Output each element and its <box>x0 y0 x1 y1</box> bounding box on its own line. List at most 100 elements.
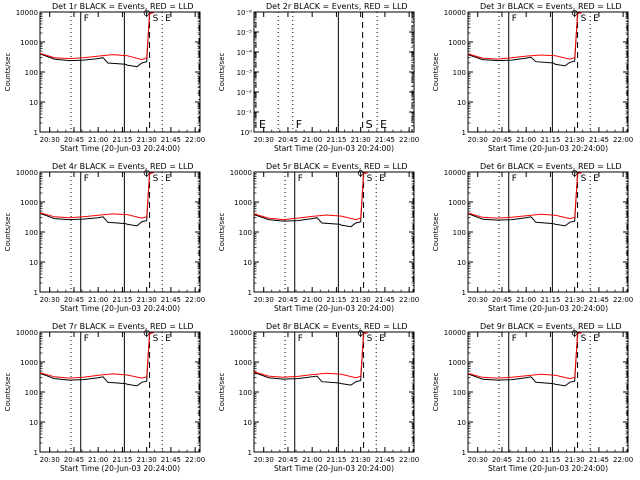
event-marker-label: E <box>593 14 599 24</box>
events-series-line <box>39 332 154 387</box>
y-tick-label: 10000 <box>16 329 38 337</box>
y-tick-label: 100 <box>25 69 38 77</box>
x-tick-label: 21:15 <box>540 296 560 304</box>
y-tick-label: 10 <box>243 419 252 427</box>
peak-marker <box>571 170 578 176</box>
event-marker-label: S <box>581 14 587 24</box>
y-tick-label: 100 <box>25 389 38 397</box>
x-tick-label: 21:15 <box>326 136 346 144</box>
lld-series-line <box>467 12 582 60</box>
y-tick-label: 100 <box>453 229 466 237</box>
y-axis-label: Counts/sec <box>4 373 12 412</box>
x-tick-label: 22:00 <box>185 136 205 144</box>
x-tick-label: 21:00 <box>302 296 322 304</box>
x-tick-label: 20:45 <box>278 136 298 144</box>
x-tick-label: 21:45 <box>375 136 395 144</box>
x-tick-label: 21:45 <box>589 456 609 464</box>
x-tick-label: 20:30 <box>254 456 274 464</box>
event-marker-label: E <box>593 334 599 344</box>
x-tick-label: 21:45 <box>589 296 609 304</box>
peak-marker <box>357 170 364 176</box>
event-marker-label: S <box>153 174 159 184</box>
event-marker-label: F <box>84 174 89 184</box>
plot-frame <box>39 11 201 133</box>
y-axis-label: Counts/sec <box>218 53 226 92</box>
x-tick-label: 20:45 <box>278 456 298 464</box>
events-series-line <box>467 172 582 227</box>
x-tick-label: 21:45 <box>161 456 181 464</box>
x-tick-label: 22:00 <box>185 456 205 464</box>
event-marker-label: S <box>366 118 373 131</box>
event-marker-label: S <box>581 334 587 344</box>
detector-panel-9: Det 9r BLACK = Events, RED = LLD Counts/s… <box>432 322 633 473</box>
y-tick-label: 100 <box>239 389 252 397</box>
event-marker-label: F <box>84 334 89 344</box>
y-tick-label: 1 <box>248 449 252 457</box>
y-axis-label: Counts/sec <box>432 213 440 252</box>
x-tick-label: 21:15 <box>112 296 132 304</box>
x-tick-label: 20:30 <box>40 136 60 144</box>
y-tick-label: 10 <box>29 259 38 267</box>
x-tick-label: 22:00 <box>613 296 633 304</box>
plot-frame <box>39 331 201 453</box>
y-tick-label: 10⁻⁴ <box>237 49 253 57</box>
x-tick-label: 21:30 <box>137 296 157 304</box>
x-tick-label: 21:45 <box>161 136 181 144</box>
x-tick-label: 21:00 <box>516 456 536 464</box>
x-tick-label: 21:00 <box>302 456 322 464</box>
peak-marker <box>143 10 150 16</box>
y-tick-label: 10⁻⁶ <box>237 9 253 17</box>
lld-series-line <box>39 12 154 61</box>
x-tick-label: 21:30 <box>565 296 585 304</box>
y-tick-label: 10⁻³ <box>237 69 253 77</box>
x-axis-label: Start Time (20-Jun-03 20:24:00) <box>488 464 608 473</box>
y-axis-label: Counts/sec <box>4 213 12 252</box>
y-tick-label: 10 <box>29 419 38 427</box>
x-axis-label: Start Time (20-Jun-03 20:24:00) <box>274 464 394 473</box>
x-tick-label: 20:45 <box>64 296 84 304</box>
y-tick-label: 10000 <box>230 329 252 337</box>
panel-title: Det 2r BLACK = Events, RED = LLD <box>266 2 408 11</box>
y-tick-label: 1 <box>462 289 466 297</box>
events-series-line <box>253 172 368 228</box>
x-tick-label: 22:00 <box>399 296 419 304</box>
event-marker-label: E <box>379 334 385 344</box>
events-series-line <box>253 332 368 386</box>
event-marker-label: S <box>367 334 373 344</box>
y-tick-label: 10000 <box>444 329 466 337</box>
events-series-line <box>39 12 154 68</box>
x-tick-label: 20:45 <box>492 136 512 144</box>
y-tick-label: 10⁻² <box>237 89 253 97</box>
y-tick-label: 10000 <box>444 9 466 17</box>
x-tick-label: 21:00 <box>88 296 108 304</box>
lld-series-line <box>39 172 154 219</box>
x-tick-label: 22:00 <box>613 456 633 464</box>
event-marker-label: E <box>380 118 387 131</box>
x-axis-label: Start Time (20-Jun-03 20:24:00) <box>488 304 608 313</box>
x-tick-label: 21:00 <box>302 136 322 144</box>
plot-frame <box>253 171 415 293</box>
y-tick-label: 10 <box>457 419 466 427</box>
panel-title: Det 5r BLACK = Events, RED = LLD <box>266 162 408 171</box>
x-tick-label: 20:30 <box>468 456 488 464</box>
x-tick-label: 20:45 <box>64 136 84 144</box>
event-marker-label: F <box>298 174 303 184</box>
y-tick-label: 10000 <box>444 169 466 177</box>
x-tick-label: 21:15 <box>112 456 132 464</box>
y-tick-label: 10000 <box>16 169 38 177</box>
x-tick-label: 20:45 <box>278 296 298 304</box>
peak-marker <box>143 170 150 176</box>
panel-title: Det 3r BLACK = Events, RED = LLD <box>480 2 622 11</box>
plot-frame <box>467 331 629 453</box>
event-marker-label: S <box>153 334 159 344</box>
x-tick-label: 21:30 <box>351 136 371 144</box>
y-tick-label: 10 <box>457 99 466 107</box>
event-marker-label: F <box>296 118 302 131</box>
y-tick-label: 1000 <box>234 359 252 367</box>
x-tick-label: 20:30 <box>254 296 274 304</box>
x-tick-label: 22:00 <box>613 136 633 144</box>
y-tick-label: 10⁻⁵ <box>237 29 253 37</box>
x-tick-label: 20:30 <box>40 296 60 304</box>
peak-marker <box>571 330 578 336</box>
y-tick-label: 100 <box>239 229 252 237</box>
